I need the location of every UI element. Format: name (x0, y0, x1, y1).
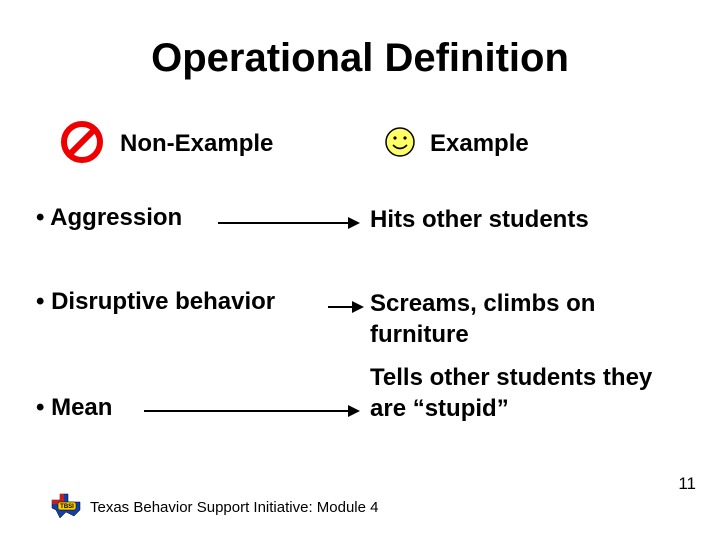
arrow-3 (144, 410, 348, 412)
slide: Operational Definition Non-Example Examp… (0, 0, 720, 540)
arrow-1 (218, 222, 348, 224)
bullet-mean: • Mean (36, 394, 112, 422)
arrow-1-head (348, 217, 360, 229)
nonexample-heading: Non-Example (120, 130, 273, 158)
arrow-2-head (352, 301, 364, 313)
example-screams: Screams, climbs on furniture (370, 288, 690, 350)
example-hits: Hits other students (370, 204, 690, 235)
bullet-disruptive: • Disruptive behavior (36, 288, 275, 316)
page-number: 11 (678, 474, 696, 494)
arrow-2 (328, 306, 352, 308)
svg-text:TBSI: TBSI (60, 504, 74, 510)
arrow-3-head (348, 405, 360, 417)
bullet-aggression: • Aggression (36, 204, 182, 232)
footer-text: Texas Behavior Support Initiative: Modul… (90, 499, 379, 516)
no-sign-icon (60, 120, 104, 164)
texas-icon: TBSI (50, 490, 84, 520)
example-heading: Example (430, 130, 529, 158)
example-stupid: Tells other students they are “stupid” (370, 362, 690, 424)
slide-title: Operational Definition (0, 36, 720, 81)
smiley-icon (384, 126, 416, 158)
